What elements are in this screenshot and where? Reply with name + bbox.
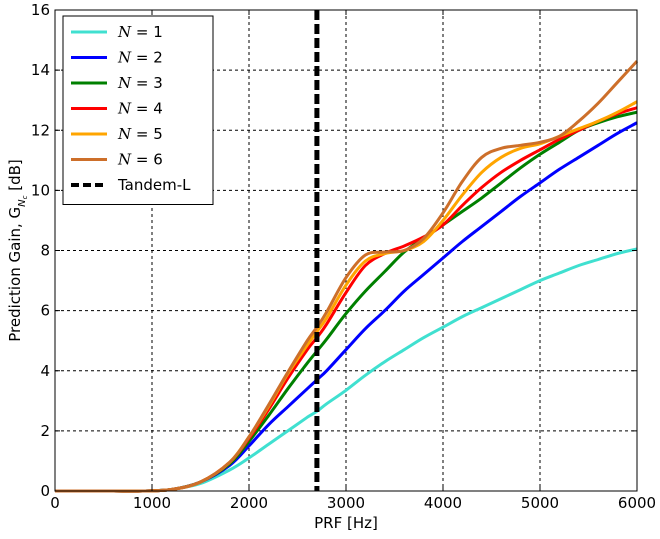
y-tick-label: 16 bbox=[31, 1, 50, 19]
x-axis-label: PRF [Hz] bbox=[314, 514, 378, 532]
series-group bbox=[54, 60, 639, 493]
x-tick-label: 3000 bbox=[327, 494, 365, 512]
y-tick-label: 2 bbox=[40, 422, 50, 440]
legend-label-n1: N = 1 bbox=[117, 23, 163, 41]
legend-label-n4: N = 4 bbox=[117, 100, 163, 118]
legend: N = 1 N = 2 N = 3 N = 4 N = 5 N = 6 Tandem-L bbox=[62, 15, 214, 205]
x-tick-label: 1000 bbox=[133, 494, 171, 512]
legend-box bbox=[62, 15, 214, 205]
y-tick-label: 8 bbox=[40, 242, 50, 260]
y-tick-label: 14 bbox=[31, 61, 50, 79]
y-axis-label-unit: [dB] bbox=[6, 159, 24, 195]
y-tick-label: 6 bbox=[40, 302, 50, 320]
legend-label-n2: N = 2 bbox=[117, 49, 163, 67]
y-tick-label: 4 bbox=[40, 362, 50, 380]
y-axis-label-main: Prediction Gain, G bbox=[6, 207, 24, 342]
legend-label-n3: N = 3 bbox=[117, 74, 163, 92]
legend-label-n5: N = 5 bbox=[117, 125, 163, 143]
legend-label-n6: N = 6 bbox=[117, 151, 163, 169]
y-axis-label: Prediction Gain, GNc [dB] bbox=[6, 159, 29, 342]
y-axis-label-subsubscript: c bbox=[21, 195, 29, 199]
x-tick-label: 5000 bbox=[521, 494, 559, 512]
legend-label-tandem-l: Tandem-L bbox=[117, 176, 191, 194]
x-tick-label: 6000 bbox=[618, 494, 656, 512]
series-line-n6 bbox=[54, 60, 639, 493]
y-tick-label: 12 bbox=[31, 121, 50, 139]
y-axis-label-subscript: N bbox=[17, 199, 28, 207]
y-tick-label: 10 bbox=[31, 181, 50, 199]
x-tick-label: 2000 bbox=[230, 494, 268, 512]
axis-ticks: 0 1000 2000 3000 4000 5000 6000 0 2 4 6 8 10 12 14 16 bbox=[31, 1, 656, 512]
x-tick-label: 0 bbox=[50, 494, 60, 512]
x-tick-label: 4000 bbox=[424, 494, 462, 512]
y-tick-label: 0 bbox=[40, 482, 50, 500]
